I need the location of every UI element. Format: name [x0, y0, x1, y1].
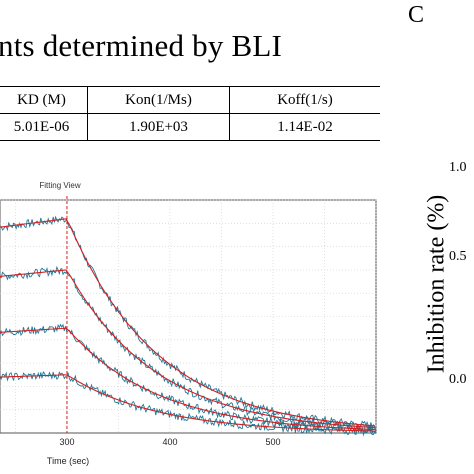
- fit-curve-2: [0, 327, 376, 431]
- panel-c-ytick-2: 0.5: [449, 249, 467, 264]
- panel-c-label: C: [408, 2, 425, 28]
- fit-curve-3: [0, 374, 376, 432]
- table-value-row: 5.01E-06 1.90E+03 1.14E-02: [0, 113, 380, 141]
- panel-c-y-label: Inhibition rate (%): [423, 194, 450, 374]
- header-koff: Koff(1/s): [229, 86, 380, 114]
- header-kon: Kon(1/Ms): [87, 86, 230, 114]
- measured-trace-2: [0, 323, 377, 435]
- x-tick-label: 300: [59, 437, 74, 447]
- fit-curve-1: [0, 269, 376, 429]
- panel-c-ytick-3: 0.0: [449, 372, 467, 387]
- x-tick-label: 400: [162, 437, 177, 447]
- value-koff: 1.14E-02: [229, 113, 380, 141]
- x-tick-label: 500: [265, 437, 280, 447]
- fit-curve-0: [0, 218, 376, 427]
- table-header-row: KD (M) Kon(1/Ms) Koff(1/s): [0, 86, 380, 114]
- panel-c-ytick-1: 1.0: [449, 160, 467, 175]
- value-kd: 5.01E-06: [0, 113, 88, 141]
- value-kon: 1.90E+03: [87, 113, 230, 141]
- sensorgram-curves: [0, 215, 377, 437]
- bli-fitting-chart: Fitting View 300 400 500 Time (sec): [0, 181, 377, 466]
- measured-trace-0: [0, 215, 377, 431]
- chart-title: Fitting View: [39, 181, 80, 190]
- header-kd: KD (M): [0, 86, 88, 114]
- x-axis-label: Time (sec): [47, 456, 89, 466]
- plot-frame: [0, 199, 377, 434]
- measured-trace-1: [0, 265, 377, 432]
- panel-title: nts determined by BLI: [0, 28, 283, 63]
- kinetics-table: KD (M) Kon(1/Ms) Koff(1/s) 5.01E-06 1.90…: [0, 86, 380, 141]
- x-tick-labels: 300 400 500: [59, 437, 280, 447]
